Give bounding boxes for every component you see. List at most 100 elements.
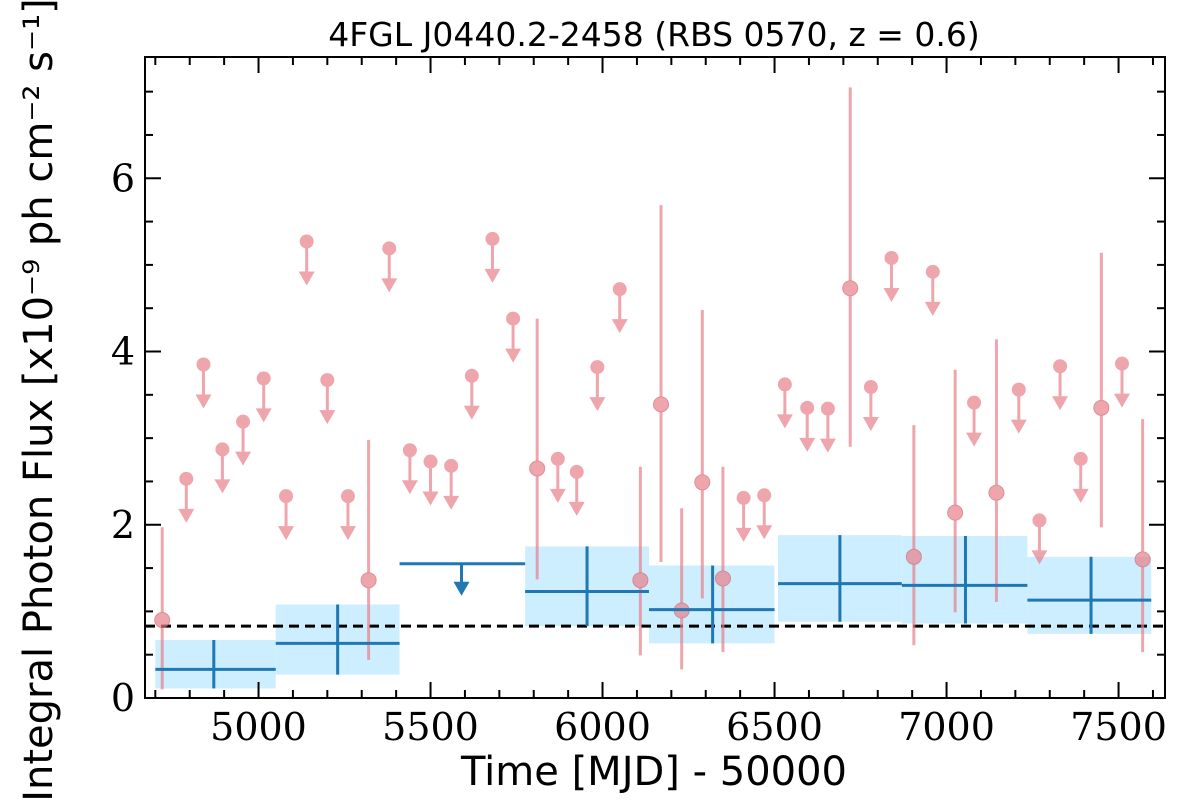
y-axis-label: Integral Photon Flux [x10⁻⁹ ph cm⁻² s⁻¹] [16,0,62,800]
upper-limit-arrow [966,432,983,447]
short-bin-detection [842,87,859,447]
upper-limit-arrow [549,488,566,503]
short-bin-upper-limit [505,311,522,363]
plot-axes [144,56,1166,699]
y-tick-label: 2 [111,503,135,547]
short-bin-upper-limit [568,464,585,516]
short-bin-detection [1093,252,1110,528]
plot-frame [144,56,1166,699]
upper-limit-arrow [883,287,900,302]
short-bin-point [569,464,584,479]
short-bin-point [820,401,835,416]
short-bin-point [590,360,605,375]
long-bin-point [275,604,400,675]
upper-limit-arrow [422,491,439,506]
short-bin-point [694,474,711,491]
x-tick-label: 5000 [210,705,307,749]
short-bin-point [653,396,670,413]
short-bin-upper-limit [298,234,315,286]
short-bin-upper-limit [735,490,752,542]
x-tick-label: 7000 [898,705,995,749]
short-bin-point [905,548,922,565]
short-bin-detection [632,466,649,656]
upper-limit-arrow [862,417,879,432]
upper-limit-arrow [178,508,195,523]
upper-limit-arrow [319,410,336,425]
upper-limit-arrow [505,348,522,363]
short-bin-point [402,443,417,458]
short-bin-upper-limit [278,489,295,541]
short-bin-point [714,570,731,587]
upper-limit-arrow [463,405,480,420]
short-bin-upper-limit [463,368,480,420]
short-bin-point [967,395,982,410]
upper-limit-arrow [1052,396,1069,411]
short-bin-point [988,484,1005,501]
axis-ticks: 5000 5500 6000 6500 7000 7500 0 2 4 6 [111,57,1167,749]
x-axis-label: Time [MJD] - 50000 [460,749,847,795]
short-bin-series [154,87,1151,690]
short-bin-upper-limit [589,360,606,412]
upper-limit-arrow [278,526,295,541]
long-bin-point [525,546,649,627]
long-bin-series [155,535,1152,689]
upper-limit-arrow [255,408,272,423]
upper-limit-arrow [735,527,752,542]
short-bin-upper-limit [1072,451,1089,503]
short-bin-point [279,489,294,504]
short-bin-point [1073,451,1088,466]
short-bin-point [550,451,565,466]
short-bin-point [506,311,521,326]
x-tick-label: 6000 [554,705,651,749]
upper-limit-arrow [924,301,941,316]
short-bin-point [863,380,878,395]
short-bin-point [196,357,211,372]
short-bin-point [340,489,355,504]
short-bin-upper-limit [1031,513,1048,565]
short-bin-point [1134,551,1151,568]
upper-limit-arrow [776,414,793,429]
short-bin-detection [360,439,377,660]
upper-limit-arrow [1072,488,1089,503]
short-bin-point [464,368,479,383]
upper-limit-arrow [484,268,501,283]
short-bin-point [884,250,899,265]
short-bin-upper-limit [549,451,566,503]
short-bin-point [632,572,649,589]
short-bin-upper-limit [255,371,272,423]
short-bin-point [154,612,171,629]
upper-limit-arrow [611,319,628,334]
short-bin-detection [947,369,964,613]
short-bin-point [777,377,792,392]
upper-limit-arrow [401,480,418,495]
short-bin-upper-limit [422,454,439,506]
short-bin-upper-limit [799,400,816,452]
short-bin-upper-limit [924,264,941,316]
short-bin-upper-limit [1052,359,1069,411]
short-bin-detection [529,318,546,580]
short-bin-point [256,371,271,386]
short-bin-upper-limit [401,443,418,495]
long-bin-band [1027,556,1152,634]
upper-limit-arrow [1031,550,1048,565]
short-bin-upper-limit [178,471,195,523]
short-bin-point [612,282,627,297]
upper-limit-arrow [214,479,231,494]
short-bin-point [925,264,940,279]
short-bin-upper-limit [319,373,336,425]
upper-limit-arrow [298,271,315,286]
short-bin-point [529,460,546,477]
upper-limit-arrow [799,437,816,452]
long-bin-band [155,639,276,689]
long-bin-upper-limit [399,562,526,596]
long-bin-point [1027,556,1152,634]
upper-limit-arrow [235,451,252,466]
upper-limit-arrow [756,525,773,540]
short-bin-upper-limit [381,241,398,293]
long-bin-point [901,536,1028,624]
short-bin-upper-limit [966,395,983,447]
short-bin-point [299,234,314,249]
short-bin-point [485,231,500,246]
short-bin-upper-limit [883,250,900,302]
